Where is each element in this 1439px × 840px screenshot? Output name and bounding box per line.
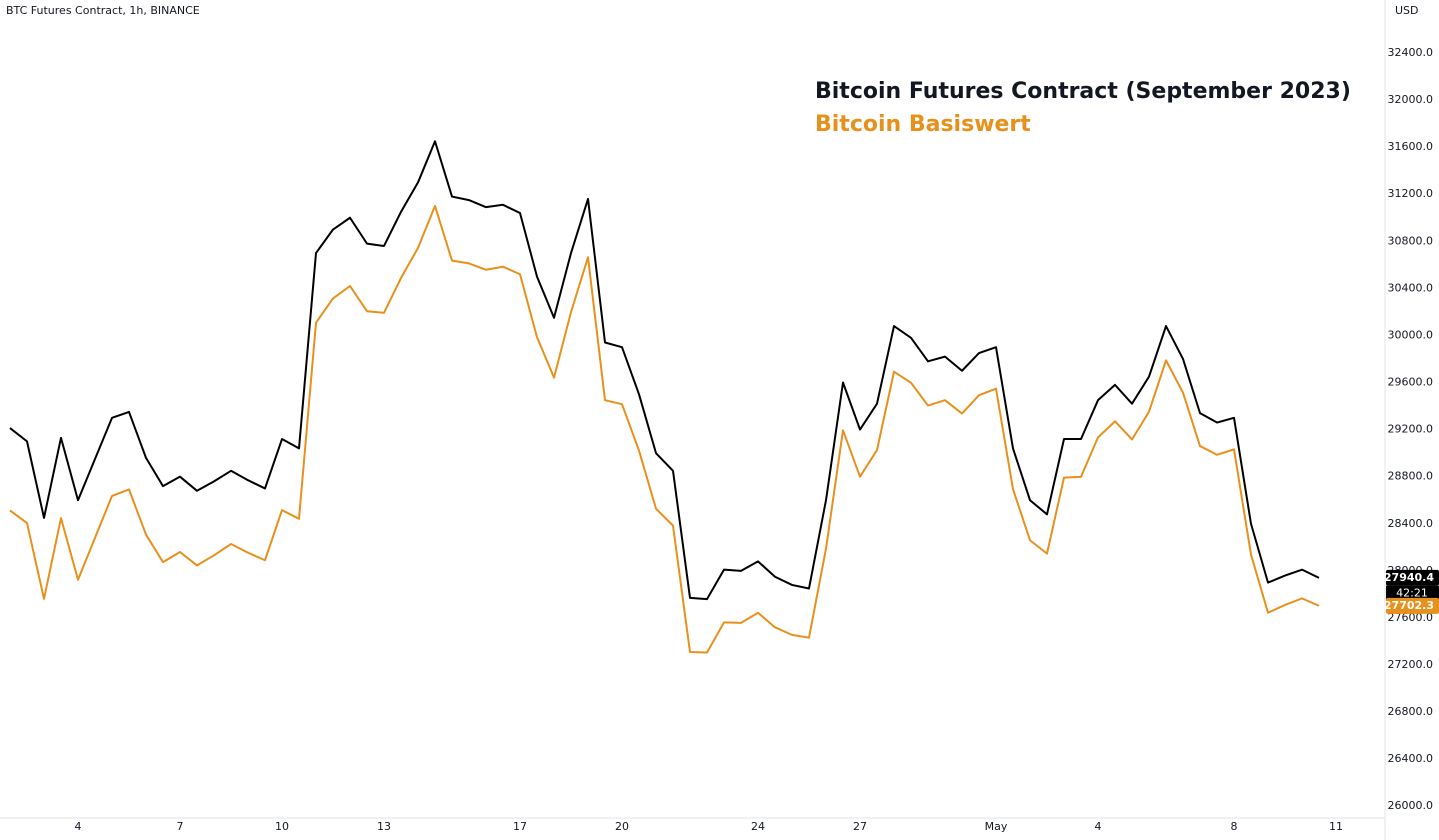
x-tick-label: 17	[513, 820, 527, 833]
y-tick-label: 26000.0	[1388, 799, 1434, 812]
chart-header: BTC Futures Contract, 1h, BINANCE	[6, 4, 200, 17]
y-tick-label: 29600.0	[1388, 376, 1434, 389]
y-tick-label: 26800.0	[1388, 705, 1434, 718]
y-tick-label: 27600.0	[1388, 611, 1434, 624]
x-tick-label: 7	[177, 820, 184, 833]
x-tick-label: 10	[275, 820, 289, 833]
price-tag-label: 27940.4	[1384, 571, 1434, 584]
x-tick-label: 4	[1095, 820, 1102, 833]
series-line	[9, 204, 1320, 654]
x-tick-label: 20	[615, 820, 629, 833]
y-tick-label: 30800.0	[1388, 234, 1434, 247]
x-tick-label: 27	[853, 820, 867, 833]
x-tick-label: May	[985, 820, 1008, 833]
series-line	[9, 140, 1320, 601]
y-tick-label: 32000.0	[1388, 93, 1434, 106]
legend-entry: Bitcoin Basiswert	[815, 112, 1031, 137]
y-tick-label: 31200.0	[1388, 187, 1434, 200]
x-tick-label: 8	[1231, 820, 1238, 833]
y-tick-label: 30000.0	[1388, 328, 1434, 341]
price-tag	[1386, 597, 1439, 614]
y-tick-label: 32400.0	[1388, 46, 1434, 59]
x-tick-label: 4	[75, 820, 82, 833]
y-tick-label: 31600.0	[1388, 140, 1434, 153]
x-tick-label: 11	[1329, 820, 1343, 833]
y-axis-unit: USD	[1395, 4, 1419, 17]
price-tag-label: 27702.3	[1384, 599, 1434, 612]
y-tick-label: 28400.0	[1388, 517, 1434, 530]
legend-entry: Bitcoin Futures Contract (September 2023…	[815, 79, 1351, 104]
y-tick-label: 30400.0	[1388, 281, 1434, 294]
x-tick-label: 13	[377, 820, 391, 833]
y-tick-label: 29200.0	[1388, 423, 1434, 436]
price-tag	[1386, 569, 1439, 586]
y-tick-label: 26400.0	[1388, 752, 1434, 765]
countdown-box	[1386, 585, 1439, 601]
x-tick-label: 24	[751, 820, 765, 833]
countdown: 42:21	[1396, 586, 1428, 599]
y-tick-label: 27200.0	[1388, 658, 1434, 671]
y-tick-label: 28800.0	[1388, 470, 1434, 483]
